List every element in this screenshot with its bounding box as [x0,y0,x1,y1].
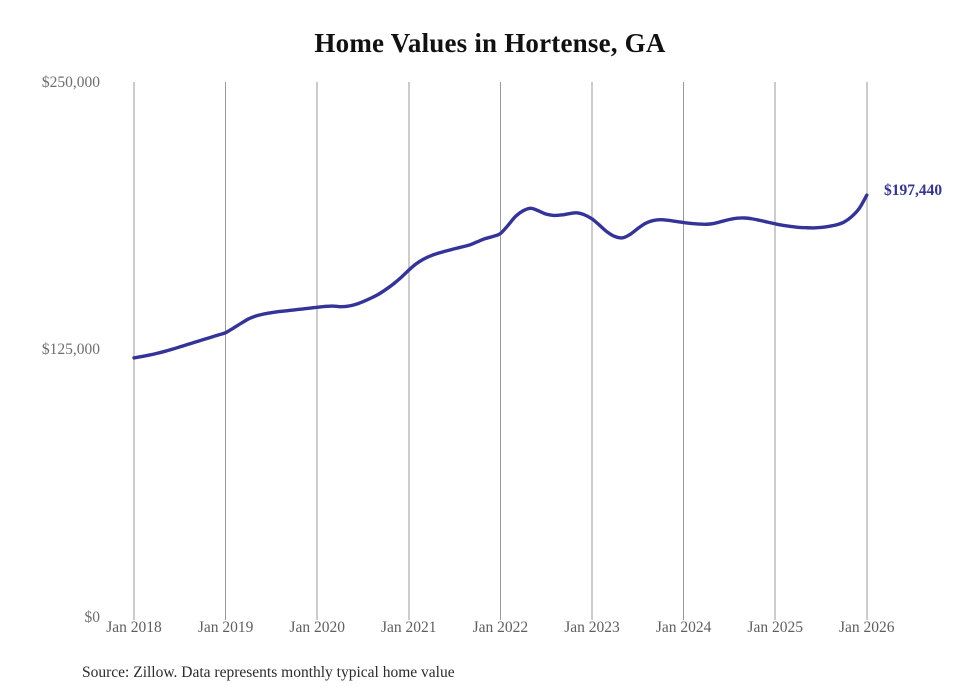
x-axis-tick-jan-2018: Jan 2018 [106,619,162,636]
y-axis-tick-125000: $125,000 [41,341,100,358]
x-axis-tick-jan-2024: Jan 2024 [655,619,712,636]
x-axis-tick-jan-2022: Jan 2022 [472,619,529,636]
chart-title: Home Values in Hortense, GA [314,28,666,58]
x-axis-tick-jan-2020: Jan 2020 [289,619,345,636]
y-axis-tick-250000: $250,000 [41,74,100,91]
x-axis-tick-jan-2021: Jan 2021 [381,619,437,636]
source-note: Source: Zillow. Data represents monthly … [82,664,455,681]
data-series-line [132,193,869,360]
end-value-annotation: $197,440 [884,182,943,199]
gridlines [133,82,868,620]
x-axis-tick-jan-2019: Jan 2019 [197,619,254,636]
y-axis-tick-0: $0 [84,609,101,626]
x-axis-tick-jan-2023: Jan 2023 [564,619,620,636]
x-axis-tick-jan-2025: Jan 2025 [747,619,803,636]
home-value-line [132,193,869,360]
x-axis-tick-jan-2026: Jan 2026 [839,619,895,636]
